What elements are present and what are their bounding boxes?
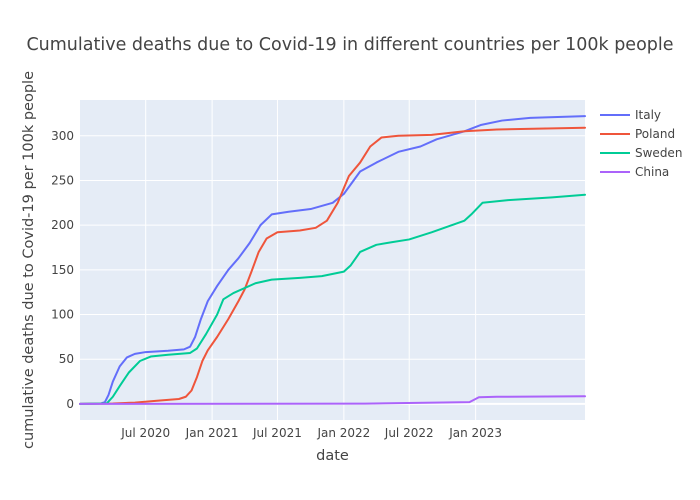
y-tick-label: 150 <box>51 263 74 277</box>
y-tick-label: 100 <box>51 308 74 322</box>
legend-label: Italy <box>635 108 661 122</box>
legend-item-poland[interactable]: Poland <box>600 127 675 141</box>
series-line-poland <box>79 126 586 405</box>
tick-labels: 0 50 100 150 200 250 300 Jul 2020 Jan 2021 Jul 20… <box>51 129 502 440</box>
y-axis-title: cumulative deaths due to Covid-19 per 10… <box>21 71 37 449</box>
y-tick-label: 0 <box>66 397 74 411</box>
legend-label: China <box>635 165 669 179</box>
series-lines <box>79 115 586 405</box>
x-tick-label: Jan 2022 <box>316 426 370 440</box>
y-tick-label: 50 <box>59 352 74 366</box>
y-tick-label: 250 <box>51 173 74 187</box>
legend-item-china[interactable]: China <box>600 165 669 179</box>
legend: Italy Poland Sweden China <box>600 108 682 179</box>
y-tick-label: 200 <box>51 218 74 232</box>
grid <box>80 100 585 420</box>
y-tick-label: 300 <box>51 129 74 143</box>
x-tick-label: Jul 2021 <box>252 426 302 440</box>
series-line-italy <box>79 115 586 405</box>
legend-label: Poland <box>635 127 675 141</box>
x-tick-label: Jul 2022 <box>384 426 434 440</box>
series-line-sweden <box>79 193 586 405</box>
x-axis-title: date <box>316 448 349 464</box>
plot-background <box>80 100 585 420</box>
legend-item-sweden[interactable]: Sweden <box>600 146 682 160</box>
series-line-china <box>79 395 586 405</box>
chart-title: Cumulative deaths due to Covid-19 in dif… <box>26 35 673 55</box>
legend-item-italy[interactable]: Italy <box>600 108 661 122</box>
x-tick-label: Jul 2020 <box>120 426 170 440</box>
legend-label: Sweden <box>635 146 682 160</box>
x-tick-label: Jan 2023 <box>448 426 502 440</box>
x-tick-label: Jan 2021 <box>185 426 239 440</box>
